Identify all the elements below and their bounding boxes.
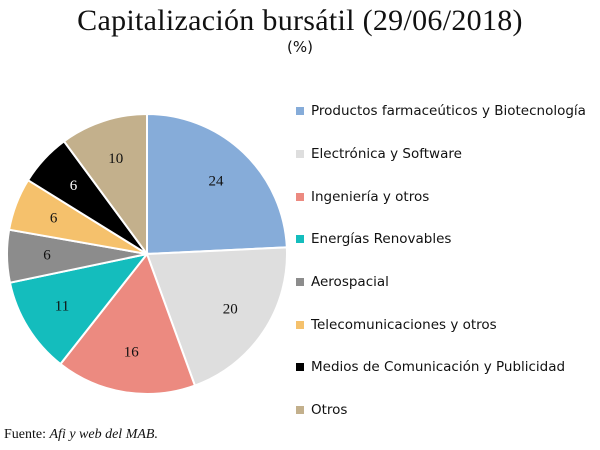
legend-label: Productos farmaceúticos y Biotecnología: [311, 103, 586, 120]
source-text: Afi y web del MAB.: [49, 427, 158, 442]
legend-swatch: [296, 235, 304, 244]
legend-swatch: [296, 192, 304, 201]
slice-value-label: 6: [43, 248, 51, 264]
legend-swatch: [296, 150, 304, 159]
pie-slice-ingenieria-y-otros: [59, 251, 197, 395]
source-note: Fuente: Afi y web del MAB.: [4, 427, 158, 443]
legend-item: Telecomunicaciones y otros: [296, 303, 600, 346]
pie-slice-otros: [62, 112, 148, 258]
pie-slice-electronica-y-software: [145, 246, 288, 387]
legend-swatch: [296, 406, 304, 415]
slice-value-label: 6: [70, 178, 78, 194]
legend-swatch: [296, 320, 304, 329]
legend-item: Ingeniería y otros: [296, 175, 600, 218]
legend-label: Ingeniería y otros: [311, 188, 430, 205]
slice-value-label: 16: [124, 345, 140, 361]
legend-item: Productos farmaceúticos y Biotecnología: [296, 90, 600, 133]
legend-item: Medios de Comunicación y Publicidad: [296, 346, 600, 389]
pie-slice-productos-farmaceuticos-y-biotecnologia: [146, 112, 288, 256]
slice-value-label: 24: [209, 174, 225, 190]
legend-label: Energías Renovables: [311, 231, 452, 248]
legend-swatch: [296, 363, 304, 372]
chart-legend: Productos farmaceúticos y Biotecnología E…: [296, 90, 600, 432]
legend-label: Otros: [311, 402, 348, 419]
source-prefix: Fuente:: [4, 427, 50, 442]
slice-value-label: 10: [108, 151, 123, 167]
legend-item: Energías Renovables: [296, 218, 600, 261]
chart-title: Capitalización bursátil (29/06/2018): [77, 4, 523, 37]
legend-swatch: [296, 107, 304, 116]
legend-item: Aerospacial: [296, 261, 600, 304]
slice-value-label: 20: [223, 301, 238, 317]
legend-item: Otros: [296, 389, 600, 432]
legend-label: Telecomunicaciones y otros: [311, 316, 497, 333]
legend-swatch: [296, 278, 304, 287]
chart-subtitle: (%): [287, 38, 313, 56]
legend-item: Electrónica y Software: [296, 133, 600, 176]
legend-label: Electrónica y Software: [311, 146, 462, 163]
legend-label: Medios de Comunicación y Publicidad: [311, 359, 566, 376]
slice-value-label: 11: [55, 299, 69, 315]
legend-label: Aerospacial: [311, 274, 389, 291]
slice-value-label: 6: [50, 210, 58, 226]
pie-slice-energias-renovables: [8, 252, 150, 366]
